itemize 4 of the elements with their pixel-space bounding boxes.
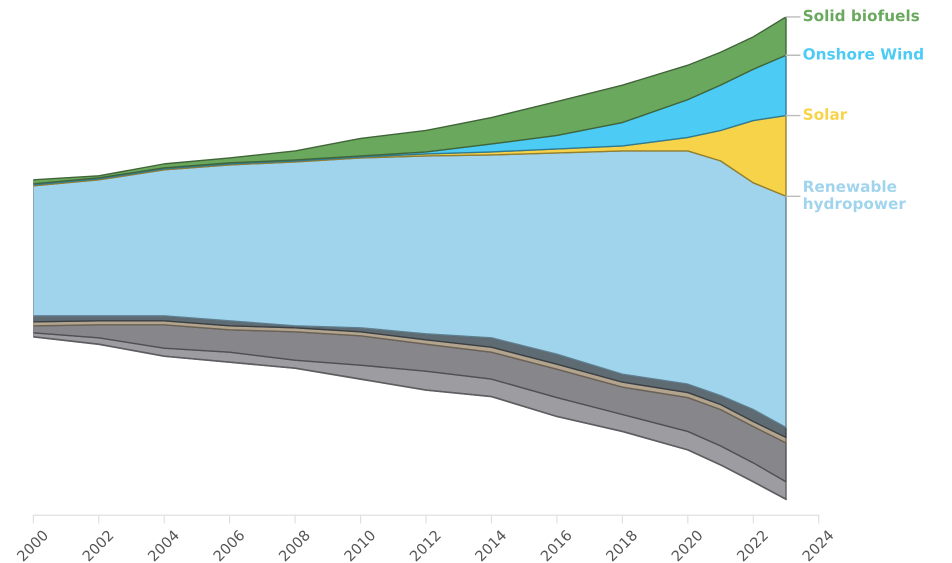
series-label: Solid biofuels xyxy=(804,9,920,22)
series-label: Onshore Wind xyxy=(803,48,923,60)
series-label: Renewable hydropower xyxy=(804,180,906,212)
series-label: Solar xyxy=(804,108,848,120)
